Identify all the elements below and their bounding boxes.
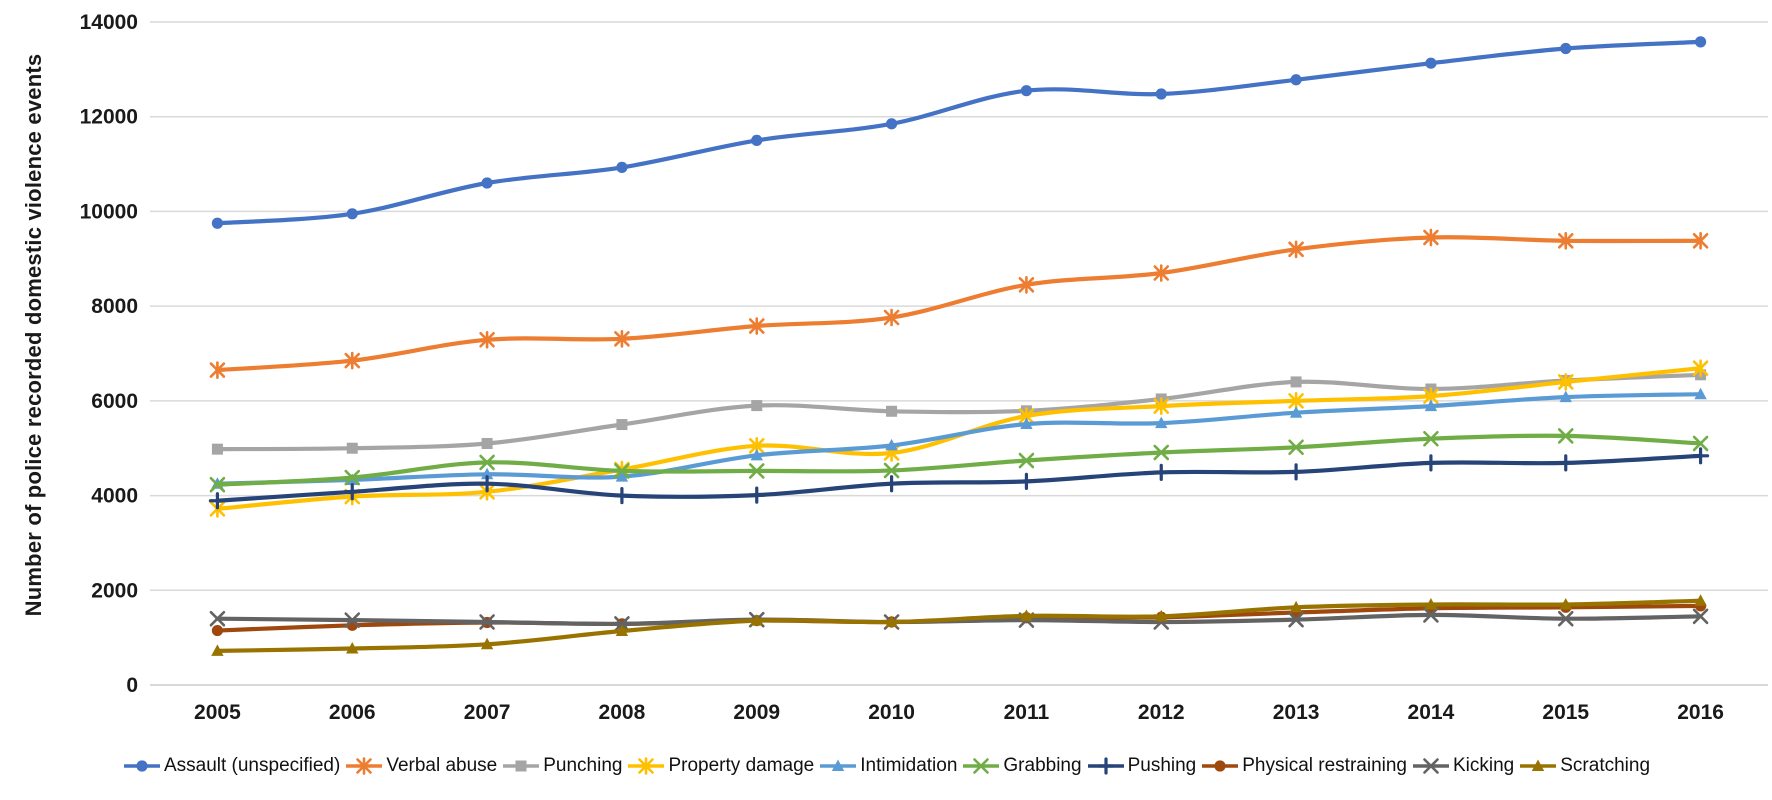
legend-item-property-damage: Property damage	[626, 755, 814, 777]
x-tick-label: 2006	[329, 701, 376, 724]
series-markers	[211, 594, 1707, 656]
x-tick-label: 2012	[1138, 701, 1185, 724]
legend-marker-pushing	[1087, 757, 1124, 775]
legend-item-grabbing: Grabbing	[961, 755, 1082, 777]
series-scratching	[211, 594, 1707, 656]
legend-marker-scratching	[1520, 759, 1557, 771]
series-assault-unspecified	[211, 36, 1707, 229]
legend-item-kicking: Kicking	[1411, 755, 1514, 777]
x-tick-label: 2011	[1004, 701, 1050, 724]
legend-marker-grabbing	[963, 758, 1000, 774]
legend-item-verbal-abuse: Verbal abuse	[344, 755, 497, 777]
x-tick-label: 2016	[1677, 701, 1724, 724]
y-tick-label: 8000	[91, 295, 138, 318]
series-punching	[211, 369, 1707, 455]
series-verbal-abuse	[209, 228, 1709, 379]
legend-label: Kicking	[1453, 755, 1515, 776]
legend-marker-punching	[503, 760, 540, 772]
y-tick-label: 12000	[80, 106, 138, 129]
legend-item-pushing: Pushing	[1086, 755, 1197, 777]
legend-item-intimidation: Intimidation	[818, 755, 957, 777]
y-tick-label: 0	[126, 674, 138, 697]
y-tick-label: 10000	[80, 200, 138, 223]
series-line	[215, 453, 1703, 503]
series-line	[215, 598, 1703, 654]
x-tick-label: 2009	[733, 701, 780, 724]
legend-label: Property damage	[668, 755, 815, 776]
legend-label: Scratching	[1560, 755, 1651, 776]
legend-label: Physical restraining	[1242, 755, 1407, 776]
y-tick-label: 4000	[91, 485, 138, 508]
x-tick-label: 2010	[868, 701, 915, 724]
y-tick-label: 14000	[80, 11, 138, 34]
legend-marker-assault-unspecified	[123, 760, 160, 772]
legend-item-scratching: Scratching	[1518, 755, 1650, 777]
series-line	[215, 392, 1703, 486]
legend-label: Assault (unspecified)	[163, 755, 341, 776]
legend-marker-physical-restraining	[1202, 760, 1239, 772]
series-line	[215, 372, 1703, 452]
series-markers	[208, 447, 1710, 510]
chart-legend: Assault (unspecified) Verbal abuse Punchin…	[0, 746, 1772, 786]
x-tick-label: 2007	[464, 701, 511, 724]
legend-marker-verbal-abuse	[346, 757, 383, 775]
y-tick-label: 2000	[91, 579, 138, 602]
x-axis-tick-labels: 2005 2006 2007 2008 2009 2010 2011 2012 2013 2014…	[194, 701, 1724, 724]
legend-label: Pushing	[1127, 755, 1197, 776]
legend-label: Punching	[543, 755, 623, 776]
series-line	[215, 39, 1703, 226]
legend-item-assault-unspecified: Assault (unspecified)	[122, 755, 340, 777]
x-tick-label: 2005	[194, 701, 241, 724]
legend-item-physical-restraining: Physical restraining	[1200, 755, 1407, 777]
x-tick-label: 2008	[599, 701, 646, 724]
series-grabbing	[209, 428, 1709, 493]
legend-item-punching: Punching	[501, 755, 622, 777]
x-tick-label: 2015	[1542, 701, 1589, 724]
legend-marker-property-damage	[628, 757, 665, 775]
legend-marker-kicking	[1413, 758, 1449, 774]
legend-label: Verbal abuse	[386, 755, 498, 776]
series-markers	[209, 228, 1709, 379]
series-markers	[211, 36, 1707, 229]
series-pushing	[208, 447, 1710, 510]
series-markers	[209, 428, 1709, 493]
y-axis-tick-labels: 0 2000 4000 6000 8000 10000 12000 14000	[80, 11, 138, 697]
x-tick-label: 2013	[1273, 701, 1320, 724]
series-line	[215, 433, 1703, 487]
legend-label: Grabbing	[1003, 755, 1082, 776]
legend-marker-intimidation	[820, 759, 857, 771]
series-line	[215, 235, 1703, 373]
x-tick-label: 2014	[1408, 701, 1455, 724]
legend-label: Intimidation	[860, 755, 958, 776]
y-tick-label: 6000	[91, 390, 138, 413]
